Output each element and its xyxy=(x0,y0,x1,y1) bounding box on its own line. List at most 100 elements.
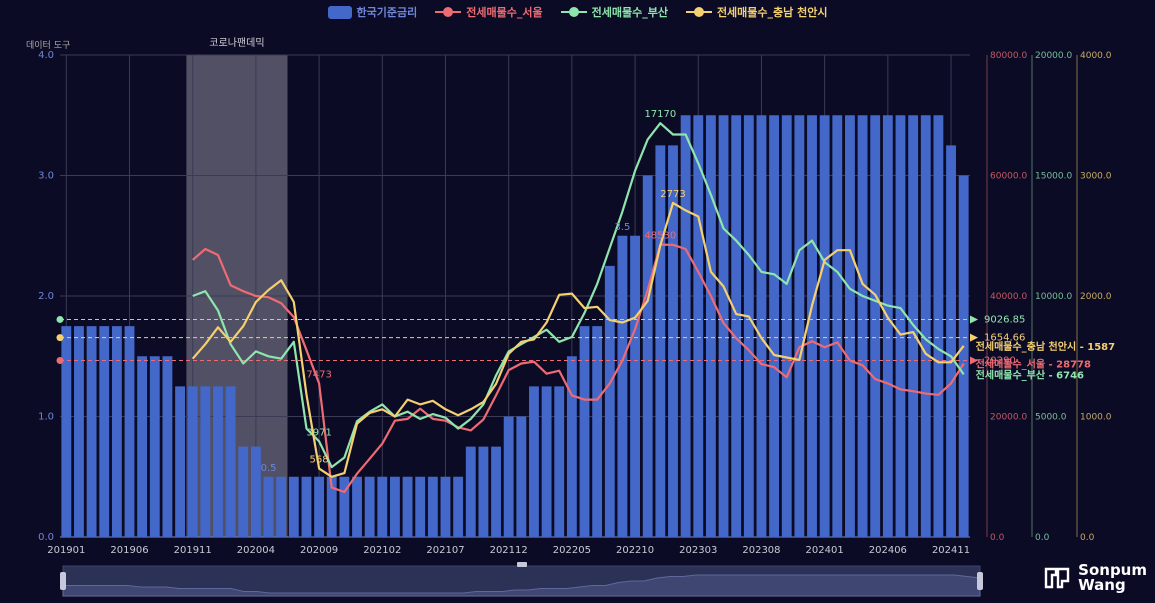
line-cheonan xyxy=(191,201,965,478)
bar-rate xyxy=(111,326,122,537)
bar-rate xyxy=(579,326,590,537)
x-tick-label: 202205 xyxy=(553,545,591,556)
average-line-start xyxy=(56,315,64,323)
zoom-move-handle[interactable] xyxy=(517,562,527,567)
zoom-handle-left[interactable] xyxy=(60,572,66,590)
left-axis-tick: 2.0 xyxy=(38,291,54,302)
bar-rate xyxy=(453,476,464,537)
bar-rate xyxy=(541,386,552,537)
zoom-slider-preview xyxy=(62,574,981,597)
bar-rate xyxy=(465,446,476,537)
bar-rate xyxy=(566,356,577,537)
bar-rate xyxy=(807,115,817,537)
left-axis-tick: 3.0 xyxy=(38,171,54,182)
x-tick-label: 202004 xyxy=(237,545,275,556)
legend-label-rate: 한국기준금리 xyxy=(356,6,418,19)
point-label: 2773 xyxy=(660,189,685,200)
x-tick-label: 202102 xyxy=(363,545,401,556)
legend-label-seoul: 전세매물수_서울 xyxy=(466,6,543,19)
bar-rate xyxy=(99,326,110,537)
bar-rate xyxy=(427,476,438,537)
bar-rate xyxy=(250,446,261,537)
bar-rate xyxy=(832,115,843,537)
right-axis-tick-cheonan: 3000.0 xyxy=(1080,172,1112,182)
legend-item-rate[interactable]: 한국기준금리 xyxy=(327,4,418,20)
bar-rate xyxy=(592,326,603,537)
right-axis-tick-seoul: 20000.0 xyxy=(990,413,1027,423)
logo-text-line1: Sonpum xyxy=(1078,561,1147,579)
x-tick-label: 201911 xyxy=(174,545,212,556)
point-label: 0.5 xyxy=(261,463,277,474)
end-label: 전세매물수_서울 - 28778 xyxy=(976,358,1091,371)
legend-item-seoul[interactable]: 전세매물수_서울 xyxy=(435,4,543,20)
right-axis-tick-busan: 20000.0 xyxy=(1035,51,1072,61)
bar-rate xyxy=(276,476,287,537)
x-tick-label: 202308 xyxy=(742,545,780,556)
x-tick-label: 202112 xyxy=(490,545,528,556)
bar-rate xyxy=(857,115,868,537)
right-axis-tick-cheonan: 4000.0 xyxy=(1080,51,1112,61)
bar-rate xyxy=(529,386,539,537)
x-tick-label: 202406 xyxy=(869,545,907,556)
average-line-label: 29290 xyxy=(984,355,1016,366)
legend-swatch-cheonan xyxy=(685,7,712,17)
x-tick-label: 202210 xyxy=(616,545,654,556)
bar-rate xyxy=(440,476,451,537)
right-axis-tick-seoul: 40000.0 xyxy=(990,292,1027,302)
right-axis-tick-seoul: 0.0 xyxy=(990,533,1005,543)
bar-rate xyxy=(604,265,615,537)
legend-label-cheonan: 전세매물수_충남 천안시 xyxy=(716,6,828,19)
right-axis-tick-cheonan: 2000.0 xyxy=(1080,292,1112,302)
pandemic-mark-label: 코로나팬데믹 xyxy=(209,37,264,49)
x-tick-label: 202303 xyxy=(679,545,717,556)
legend-item-busan[interactable]: 전세매물수_부산 xyxy=(560,4,668,20)
bar-rate xyxy=(124,326,135,537)
bar-rate xyxy=(630,235,640,537)
x-tick-label: 202107 xyxy=(426,545,464,556)
point-label: 48530 xyxy=(644,231,676,242)
bar-rate xyxy=(516,416,527,537)
zoom-handle-right[interactable] xyxy=(977,572,983,590)
bar-rate xyxy=(478,446,489,537)
x-tick-label: 202411 xyxy=(932,545,970,556)
bar-rate xyxy=(958,175,969,537)
end-label: 전세매물수_충남 천안시 - 1587 xyxy=(976,340,1115,353)
bar-rate xyxy=(895,115,906,537)
bar-rate xyxy=(617,235,628,537)
logo-text-line2: Wang xyxy=(1078,576,1126,594)
left-axis-tick: 4.0 xyxy=(38,50,54,61)
right-axis-tick-busan: 15000.0 xyxy=(1035,172,1072,182)
bar-rate xyxy=(882,115,893,537)
bar-rate xyxy=(705,115,716,537)
legend-swatch-busan xyxy=(560,7,587,17)
bar-rate xyxy=(731,115,742,537)
bar-rate xyxy=(61,326,72,537)
bar-rate xyxy=(364,476,375,537)
average-line-arrow xyxy=(970,333,978,342)
bar-rate xyxy=(162,356,173,537)
bar-rate xyxy=(377,476,388,537)
right-axis-tick-busan: 5000.0 xyxy=(1035,413,1067,423)
legend-swatch-rate xyxy=(327,5,352,19)
bar-rate xyxy=(870,115,881,537)
bar-rate xyxy=(187,386,198,537)
left-axis-tick: 0.0 xyxy=(38,532,54,543)
toolbar-label[interactable]: 데이터 도구 xyxy=(26,41,71,51)
bar-rate xyxy=(314,476,325,537)
bar-rate xyxy=(933,115,944,537)
bar-rate xyxy=(642,175,653,537)
bar-rate xyxy=(402,476,413,537)
bar-rate xyxy=(946,145,956,537)
legend-item-cheonan[interactable]: 전세매물수_충남 천안시 xyxy=(685,4,828,20)
left-axis-tick: 1.0 xyxy=(38,412,54,423)
bar-rate xyxy=(920,115,931,537)
bar-rate xyxy=(554,386,565,537)
bar-rate xyxy=(491,446,501,537)
bar-rate xyxy=(781,115,792,537)
bar-rate xyxy=(819,115,830,537)
bar-rate xyxy=(352,476,362,537)
average-line-arrow xyxy=(970,356,978,365)
average-line-start xyxy=(56,356,64,364)
legend-swatch-seoul xyxy=(435,7,462,17)
